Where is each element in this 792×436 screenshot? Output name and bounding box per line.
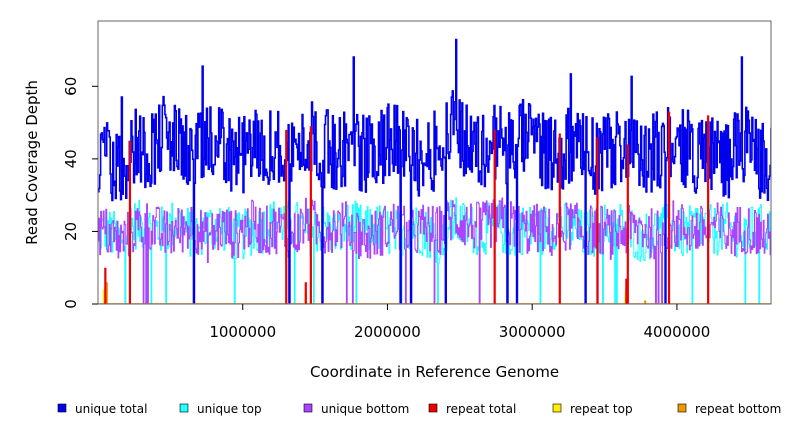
series-spike-repeat-top — [102, 289, 105, 304]
legend-swatch-unique-total — [57, 403, 67, 413]
x-tick-label: 4000000 — [644, 323, 711, 341]
legend-label-unique-total: unique total — [75, 402, 147, 416]
series-spike-repeat-bottom — [105, 282, 108, 304]
series-spike-repeat-total — [285, 129, 288, 304]
series-spike-repeat-total — [707, 115, 710, 304]
x-tick-label: 2000000 — [354, 323, 421, 341]
series-line-unique-top — [98, 197, 771, 304]
series-line-unique-bottom — [98, 196, 771, 304]
legend-label-repeat-bottom: repeat bottom — [695, 402, 781, 416]
series-spike-repeat-total — [625, 278, 628, 304]
x-tick-label: 3000000 — [499, 323, 566, 341]
series-spike-repeat-total — [304, 282, 307, 304]
legend-swatch-unique-top — [179, 403, 189, 413]
series-spike-repeat-total — [626, 144, 629, 304]
legend-item-repeat-total: repeat total — [428, 402, 516, 416]
series-spike-repeat-total — [309, 126, 312, 304]
series-spike-repeat-bottom — [644, 300, 647, 304]
legend-item-unique-bottom: unique bottom — [303, 402, 409, 416]
y-tick-label: 40 — [62, 149, 80, 168]
legend-swatch-repeat-top — [552, 403, 562, 413]
y-axis-title: Read Coverage Depth — [23, 80, 41, 245]
y-tick-label: 60 — [62, 77, 80, 96]
legend-item-repeat-bottom: repeat bottom — [677, 402, 781, 416]
plot-frame — [97, 20, 772, 305]
legend-swatch-repeat-bottom — [677, 403, 687, 413]
legend-item-repeat-top: repeat top — [552, 402, 633, 416]
plot-area — [98, 38, 771, 304]
legend-label-unique-top: unique top — [197, 402, 262, 416]
x-axis-title: Coordinate in Reference Genome — [310, 363, 559, 381]
series-spike-repeat-total — [493, 129, 496, 304]
legend-swatch-unique-bottom — [303, 403, 313, 413]
series-spike-repeat-total — [596, 137, 599, 304]
legend-swatch-repeat-total — [428, 403, 438, 413]
legend: unique total unique top unique bottom repea… — [57, 402, 781, 416]
legend-label-unique-bottom: unique bottom — [321, 402, 409, 416]
series-spike-repeat-total — [667, 111, 671, 304]
series-line-unique-total — [98, 38, 771, 304]
legend-item-unique-total: unique total — [57, 402, 147, 416]
series-spike-repeat-total — [104, 267, 107, 304]
y-tick-label: 20 — [62, 222, 80, 241]
legend-label-repeat-total: repeat total — [446, 402, 516, 416]
series-spike-repeat-total — [558, 133, 561, 304]
legend-item-unique-top: unique top — [179, 402, 262, 416]
y-tick-label: 0 — [62, 299, 80, 309]
legend-label-repeat-top: repeat top — [570, 402, 633, 416]
series-spike-repeat-total — [128, 140, 132, 304]
x-tick-label: 1000000 — [209, 323, 276, 341]
